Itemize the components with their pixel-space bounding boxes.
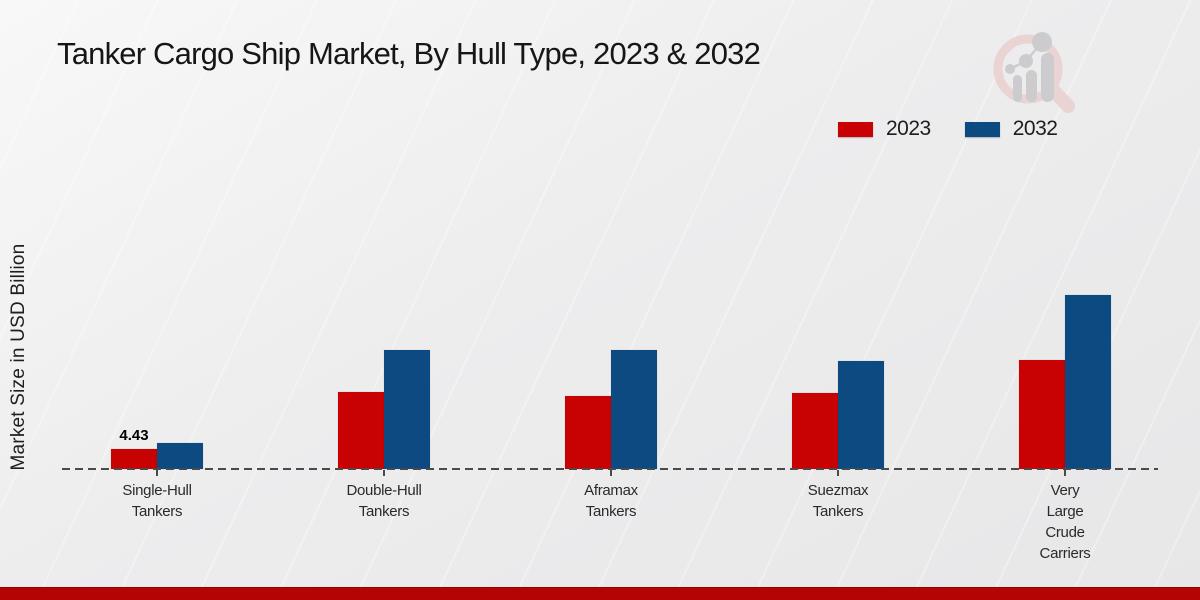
- category-label-single-hull-tankers: Single-Hull Tankers: [122, 482, 192, 520]
- bar-2032-category-3: [838, 361, 884, 469]
- bar-value-label: 4.43: [119, 427, 149, 444]
- axis-tick: [383, 470, 385, 476]
- category-label-aframax-tankers: Aframax Tankers: [584, 482, 638, 520]
- bar-2032-category-2: [611, 350, 657, 469]
- bar-2023-category-3: [792, 393, 838, 469]
- legend-item-2023: 2023: [838, 117, 931, 141]
- axis-tick: [1064, 470, 1066, 476]
- bar-2023-category-4: [1019, 360, 1065, 469]
- legend-swatch-2023: [838, 121, 873, 137]
- legend-label-2032: 2032: [1012, 117, 1058, 140]
- axis-tick: [156, 470, 158, 476]
- category-label-suezmax-tankers: Suezmax Tankers: [807, 482, 869, 520]
- category-label-double-hull-tankers: Double-Hull Tankers: [346, 482, 422, 520]
- legend-item-2032: 2032: [964, 117, 1058, 141]
- legend-swatch-2032: [964, 121, 1000, 137]
- legend-label-2023: 2023: [886, 117, 931, 140]
- axis-tick: [610, 470, 612, 476]
- x-axis-baseline: [62, 468, 1158, 470]
- category-label-very-large-crude-carriers: Very Large Crude Carriers: [1039, 482, 1091, 562]
- bar-2032-category-0: [157, 443, 203, 469]
- bar-2023-category-1: [338, 392, 384, 469]
- footer-red-band: [0, 587, 1200, 600]
- chart-title: Tanker Cargo Ship Market, By Hull Type, …: [57, 36, 761, 71]
- bar-2023-category-2: [565, 396, 611, 469]
- bar-2032-category-1: [384, 350, 430, 469]
- bar-2032-category-4: [1065, 295, 1111, 469]
- bar-2023-category-0: [111, 449, 157, 469]
- axis-tick: [837, 470, 839, 476]
- legend: 2023 2032: [838, 117, 1091, 141]
- magnifier-bar-chart-logo: [993, 32, 1075, 113]
